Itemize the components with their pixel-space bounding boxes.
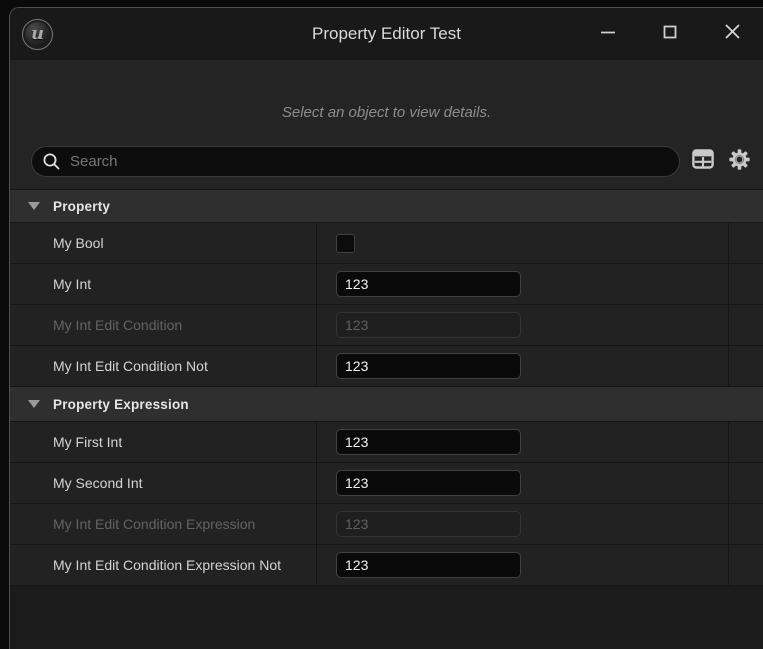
empty-state-message: Select an object to view details.: [281, 104, 492, 121]
row-end-cell: [729, 346, 763, 386]
property-name: My First Int: [10, 422, 317, 462]
close-icon: [724, 23, 741, 45]
search-toolbar: [10, 134, 763, 189]
my-int-edit-condition-expression-input: [336, 511, 521, 537]
property-row-my-second-int: My Second Int: [10, 462, 763, 503]
collapse-arrow-icon: [28, 202, 40, 210]
category-label: Property: [53, 198, 111, 214]
row-end-cell: [729, 422, 763, 462]
titlebar[interactable]: u Property Editor Test: [10, 8, 763, 60]
close-button[interactable]: [701, 8, 763, 60]
details-panel: Property My Bool My Int My Int Edit Cond…: [10, 189, 763, 649]
row-end-cell: [729, 223, 763, 263]
settings-button[interactable]: [727, 147, 752, 177]
property-name: My Int Edit Condition Expression Not: [10, 545, 317, 585]
my-int-input[interactable]: [336, 271, 521, 297]
panel-empty-area: [10, 585, 763, 649]
category-header-property-expression[interactable]: Property Expression: [10, 386, 763, 421]
property-name: My Second Int: [10, 463, 317, 503]
magnifier-icon: [42, 152, 61, 171]
my-bool-checkbox[interactable]: [336, 233, 355, 253]
property-row-my-bool: My Bool: [10, 222, 763, 263]
maximize-icon: [662, 24, 678, 45]
property-value-cell: [317, 463, 729, 503]
row-end-cell: [729, 264, 763, 304]
window-controls: [577, 8, 763, 60]
property-name: My Int Edit Condition: [10, 305, 317, 345]
empty-state-zone: Select an object to view details.: [10, 60, 763, 134]
property-value-cell: [317, 264, 729, 304]
property-row-my-first-int: My First Int: [10, 421, 763, 462]
property-value-cell: [317, 346, 729, 386]
my-int-edit-condition-input: [336, 312, 521, 338]
property-editor-window: u Property Editor Test: [9, 7, 763, 649]
property-row-my-int: My Int: [10, 263, 763, 304]
search-box[interactable]: [31, 146, 680, 177]
minimize-button[interactable]: [577, 8, 639, 60]
property-row-my-int-edit-condition: My Int Edit Condition: [10, 304, 763, 345]
table-view-button[interactable]: [691, 147, 715, 176]
toolbar-buttons: [680, 147, 763, 177]
property-row-my-int-edit-condition-expression-not: My Int Edit Condition Expression Not: [10, 544, 763, 585]
property-value-cell: [317, 545, 729, 585]
collapse-arrow-icon: [28, 400, 40, 408]
settings-gear-icon: [727, 147, 752, 177]
property-name: My Int Edit Condition Expression: [10, 504, 317, 544]
unreal-engine-logo-icon: u: [22, 18, 53, 50]
table-view-icon: [691, 147, 715, 176]
my-first-int-input[interactable]: [336, 429, 521, 455]
maximize-button[interactable]: [639, 8, 701, 60]
category-header-property[interactable]: Property: [10, 189, 763, 222]
my-second-int-input[interactable]: [336, 470, 521, 496]
category-label: Property Expression: [53, 396, 189, 412]
row-end-cell: [729, 463, 763, 503]
row-end-cell: [729, 504, 763, 544]
property-name: My Bool: [10, 223, 317, 263]
my-int-edit-condition-not-input[interactable]: [336, 353, 521, 379]
row-end-cell: [729, 545, 763, 585]
property-row-my-int-edit-condition-not: My Int Edit Condition Not: [10, 345, 763, 386]
property-value-cell: [317, 504, 729, 544]
property-value-cell: [317, 422, 729, 462]
search-input[interactable]: [70, 153, 667, 170]
property-name: My Int: [10, 264, 317, 304]
row-end-cell: [729, 305, 763, 345]
property-value-cell: [317, 305, 729, 345]
my-int-edit-condition-expression-not-input[interactable]: [336, 552, 521, 578]
property-value-cell: [317, 223, 729, 263]
property-name: My Int Edit Condition Not: [10, 346, 317, 386]
property-row-my-int-edit-condition-expression: My Int Edit Condition Expression: [10, 503, 763, 544]
minimize-icon: [600, 24, 616, 45]
